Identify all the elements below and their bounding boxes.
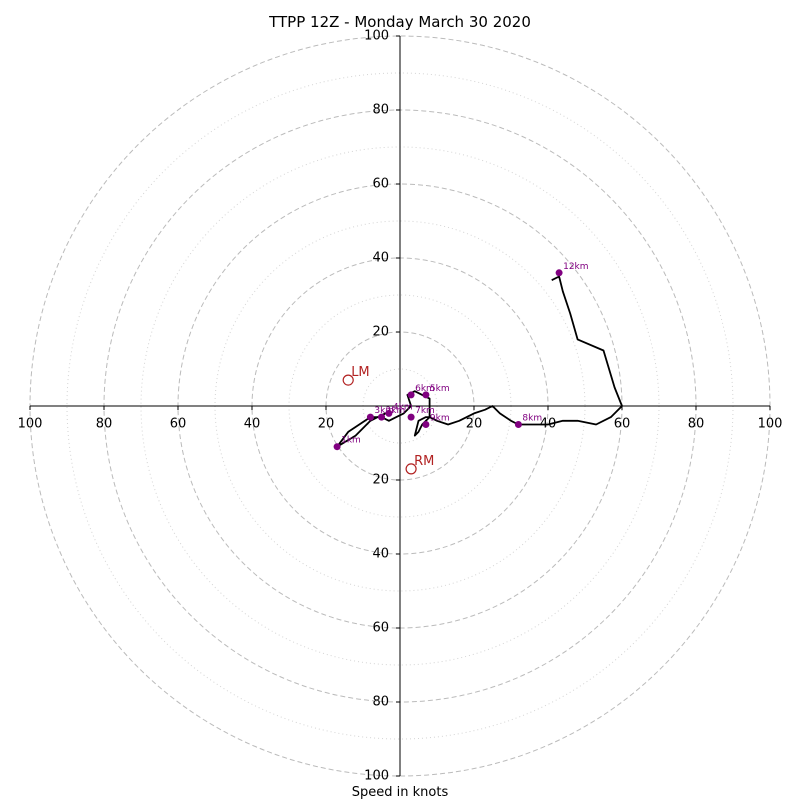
storm-motion-point — [405, 463, 417, 475]
height-marker-label: 4km — [393, 402, 413, 412]
height-marker-label: 2km — [386, 406, 406, 416]
axes — [30, 36, 770, 776]
height-marker-point — [333, 443, 341, 451]
height-marker-point — [422, 391, 430, 399]
x-tick-label: 80 — [688, 417, 705, 432]
storm-motion-point — [342, 374, 354, 386]
y-tick-label: 20 — [372, 473, 389, 488]
storm-motion-markers: LM RM — [342, 365, 434, 475]
x-axis-label: Speed in knots — [352, 785, 449, 800]
height-marker-label: 9km — [430, 414, 450, 424]
x-tick-label: 100 — [18, 417, 43, 432]
x-tick-label: 20 — [466, 417, 483, 432]
y-tick-label: 20 — [372, 325, 389, 340]
x-tick-label: 40 — [244, 417, 261, 432]
height-marker-point — [385, 409, 393, 417]
tick-labels: 100 80 60 40 20 20 40 60 80 100100806040202040608… — [18, 29, 783, 784]
y-tick-label: 80 — [372, 695, 389, 710]
y-tick-label: 80 — [372, 103, 389, 118]
height-marker-point — [366, 413, 374, 421]
chart-title: TTPP 12Z - Monday March 30 2020 — [268, 13, 531, 31]
y-tick-label: 40 — [372, 251, 389, 266]
height-marker-point — [422, 421, 430, 428]
height-marker-label: 3km — [374, 406, 394, 416]
y-tick-label: 60 — [372, 621, 389, 636]
height-marker-point — [555, 269, 563, 277]
storm-motion-label: RM — [414, 454, 434, 469]
height-marker-point — [514, 421, 522, 428]
height-marker-point — [407, 391, 415, 399]
height-marker-label: 6km — [415, 384, 435, 394]
height-marker-label: 12km — [563, 262, 588, 272]
height-marker-label: 7km — [415, 406, 435, 416]
height-marker-label: 1km — [341, 436, 361, 446]
height-marker-label: 8km — [522, 414, 542, 424]
y-tick-label: 100 — [364, 769, 389, 784]
y-tick-label: 40 — [372, 547, 389, 562]
height-marker-point — [407, 413, 415, 421]
storm-motion-label: LM — [351, 365, 369, 380]
x-tick-label: 20 — [318, 417, 335, 432]
height-marker-point — [378, 413, 385, 421]
x-tick-label: 60 — [614, 417, 631, 432]
y-tick-label: 100 — [364, 29, 389, 44]
x-tick-label: 100 — [758, 417, 783, 432]
x-tick-label: 60 — [170, 417, 187, 432]
y-tick-label: 60 — [372, 177, 389, 192]
height-marker-label: 5km — [430, 384, 450, 394]
x-tick-label: 80 — [96, 417, 113, 432]
